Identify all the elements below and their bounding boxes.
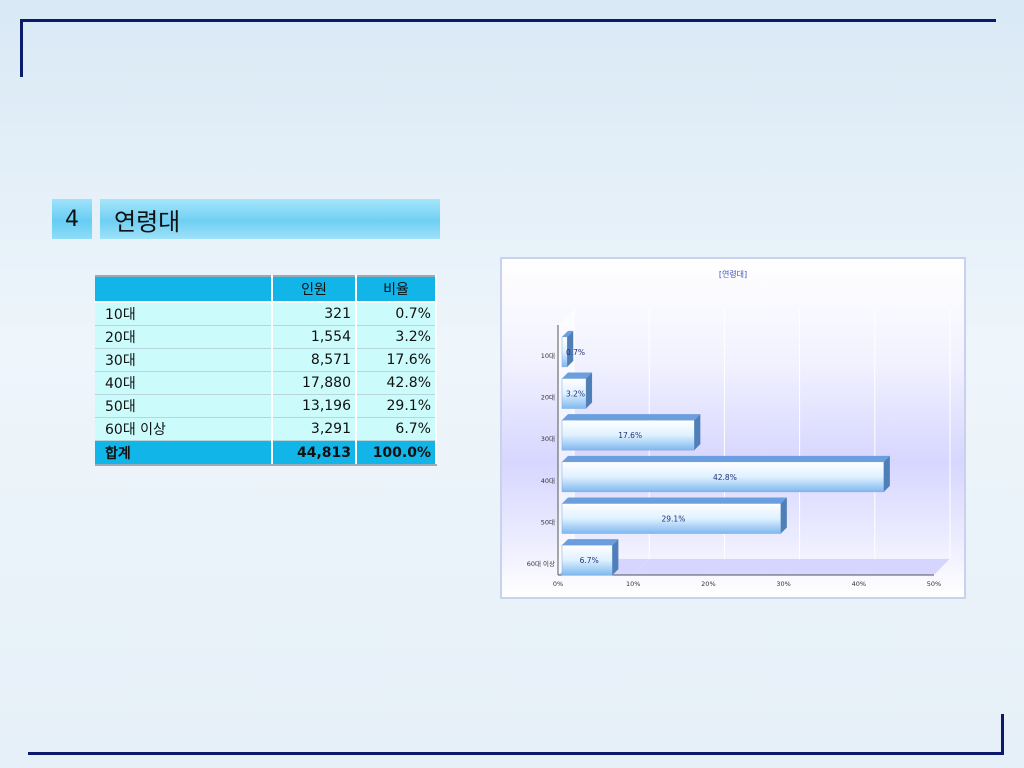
table-row: 40대 17,880 42.8% xyxy=(95,371,437,395)
age-group-chart: [연령대] 0% 10% 20% 30% 40% 50% 10대 0.7% 20대 3.2% 30대 1… xyxy=(500,257,966,599)
bar xyxy=(561,378,587,409)
row-label: 10대 xyxy=(95,302,273,326)
column-header xyxy=(95,275,273,303)
row-count: 321 xyxy=(272,302,357,326)
bar xyxy=(561,461,885,493)
y-tick-label: 30대 xyxy=(541,435,555,443)
table-row: 10대 321 0.7% xyxy=(95,302,437,326)
bar-side xyxy=(586,372,593,409)
x-tick-label: 10% xyxy=(626,580,640,588)
row-count: 17,880 xyxy=(272,371,357,395)
bar xyxy=(561,419,695,451)
row-count: 8,571 xyxy=(272,348,357,372)
bar xyxy=(561,503,782,534)
row-label: 50대 xyxy=(95,394,273,418)
y-tick-label: 10대 xyxy=(541,352,555,360)
bar xyxy=(561,544,613,576)
bar-top xyxy=(562,330,574,337)
bottom-frame-line xyxy=(28,752,1004,755)
bar-top xyxy=(562,372,593,379)
row-ratio: 29.1% xyxy=(356,394,437,418)
row-ratio: 6.7% xyxy=(356,417,437,441)
bar-top xyxy=(562,455,890,462)
total-label: 합계 xyxy=(95,440,273,466)
row-ratio: 42.8% xyxy=(356,371,437,395)
bar-side xyxy=(694,414,701,451)
total-ratio: 100.0% xyxy=(356,440,437,466)
y-tick-label: 50대 xyxy=(541,519,555,527)
bar-side xyxy=(612,539,619,576)
row-ratio: 17.6% xyxy=(356,348,437,372)
row-label: 20대 xyxy=(95,325,273,349)
x-tick-label: 0% xyxy=(553,580,563,588)
x-tick-label: 40% xyxy=(852,580,866,588)
bar-side xyxy=(567,330,574,367)
row-ratio: 3.2% xyxy=(356,325,437,349)
data-label: 0.7% xyxy=(566,348,585,357)
y-tick-label: 40대 xyxy=(541,477,555,485)
x-tick-label: 50% xyxy=(927,580,941,588)
chart-title: [연령대] xyxy=(719,270,747,279)
data-label: 17.6% xyxy=(618,431,642,440)
row-count: 1,554 xyxy=(272,325,357,349)
chart-floor xyxy=(558,559,950,575)
y-tick-label: 20대 xyxy=(541,394,555,402)
table-row: 60대 이상 3,291 6.7% xyxy=(95,417,437,441)
table-row: 50대 13,196 29.1% xyxy=(95,394,437,418)
table-header-row: 인원 비율 xyxy=(95,275,437,303)
total-count: 44,813 xyxy=(272,440,357,466)
row-label: 40대 xyxy=(95,371,273,395)
data-label: 42.8% xyxy=(713,473,737,482)
section-number: 4 xyxy=(52,199,92,239)
table-row: 20대 1,554 3.2% xyxy=(95,325,437,349)
row-label: 30대 xyxy=(95,348,273,372)
chart-svg: [연령대] 0% 10% 20% 30% 40% 50% 10대 0.7% 20대 3.2% 30대 1… xyxy=(527,270,951,588)
y-tick-label: 60대 이상 xyxy=(527,559,555,568)
row-count: 13,196 xyxy=(272,394,357,418)
x-tick-label: 30% xyxy=(776,580,790,588)
age-group-table: 인원 비율 10대 321 0.7% 20대 1,554 3.2% 30대 8,… xyxy=(95,275,437,466)
bar-top xyxy=(562,497,787,504)
row-count: 3,291 xyxy=(272,417,357,441)
bar-side xyxy=(780,497,787,534)
top-left-corner-line xyxy=(20,19,23,77)
bar-top xyxy=(562,414,701,421)
data-label: 3.2% xyxy=(566,390,585,399)
section-title: 연령대 xyxy=(100,199,440,239)
bottom-right-corner-line xyxy=(1001,714,1004,755)
row-ratio: 0.7% xyxy=(356,302,437,326)
bar xyxy=(561,336,568,368)
data-label: 6.7% xyxy=(580,556,599,565)
row-label: 60대 이상 xyxy=(95,417,273,441)
bar-top xyxy=(562,539,619,546)
table-total-row: 합계 44,813 100.0% xyxy=(95,440,437,466)
top-frame-line xyxy=(20,19,996,22)
column-header: 인원 xyxy=(272,275,357,303)
column-header: 비율 xyxy=(356,275,437,303)
bar-side xyxy=(883,455,890,492)
x-tick-label: 20% xyxy=(701,580,715,588)
table-row: 30대 8,571 17.6% xyxy=(95,348,437,372)
data-label: 29.1% xyxy=(662,515,686,524)
